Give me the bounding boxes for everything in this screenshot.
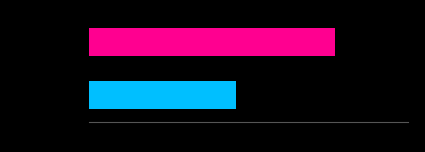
Bar	[89, 81, 236, 109]
Bar	[89, 28, 335, 55]
